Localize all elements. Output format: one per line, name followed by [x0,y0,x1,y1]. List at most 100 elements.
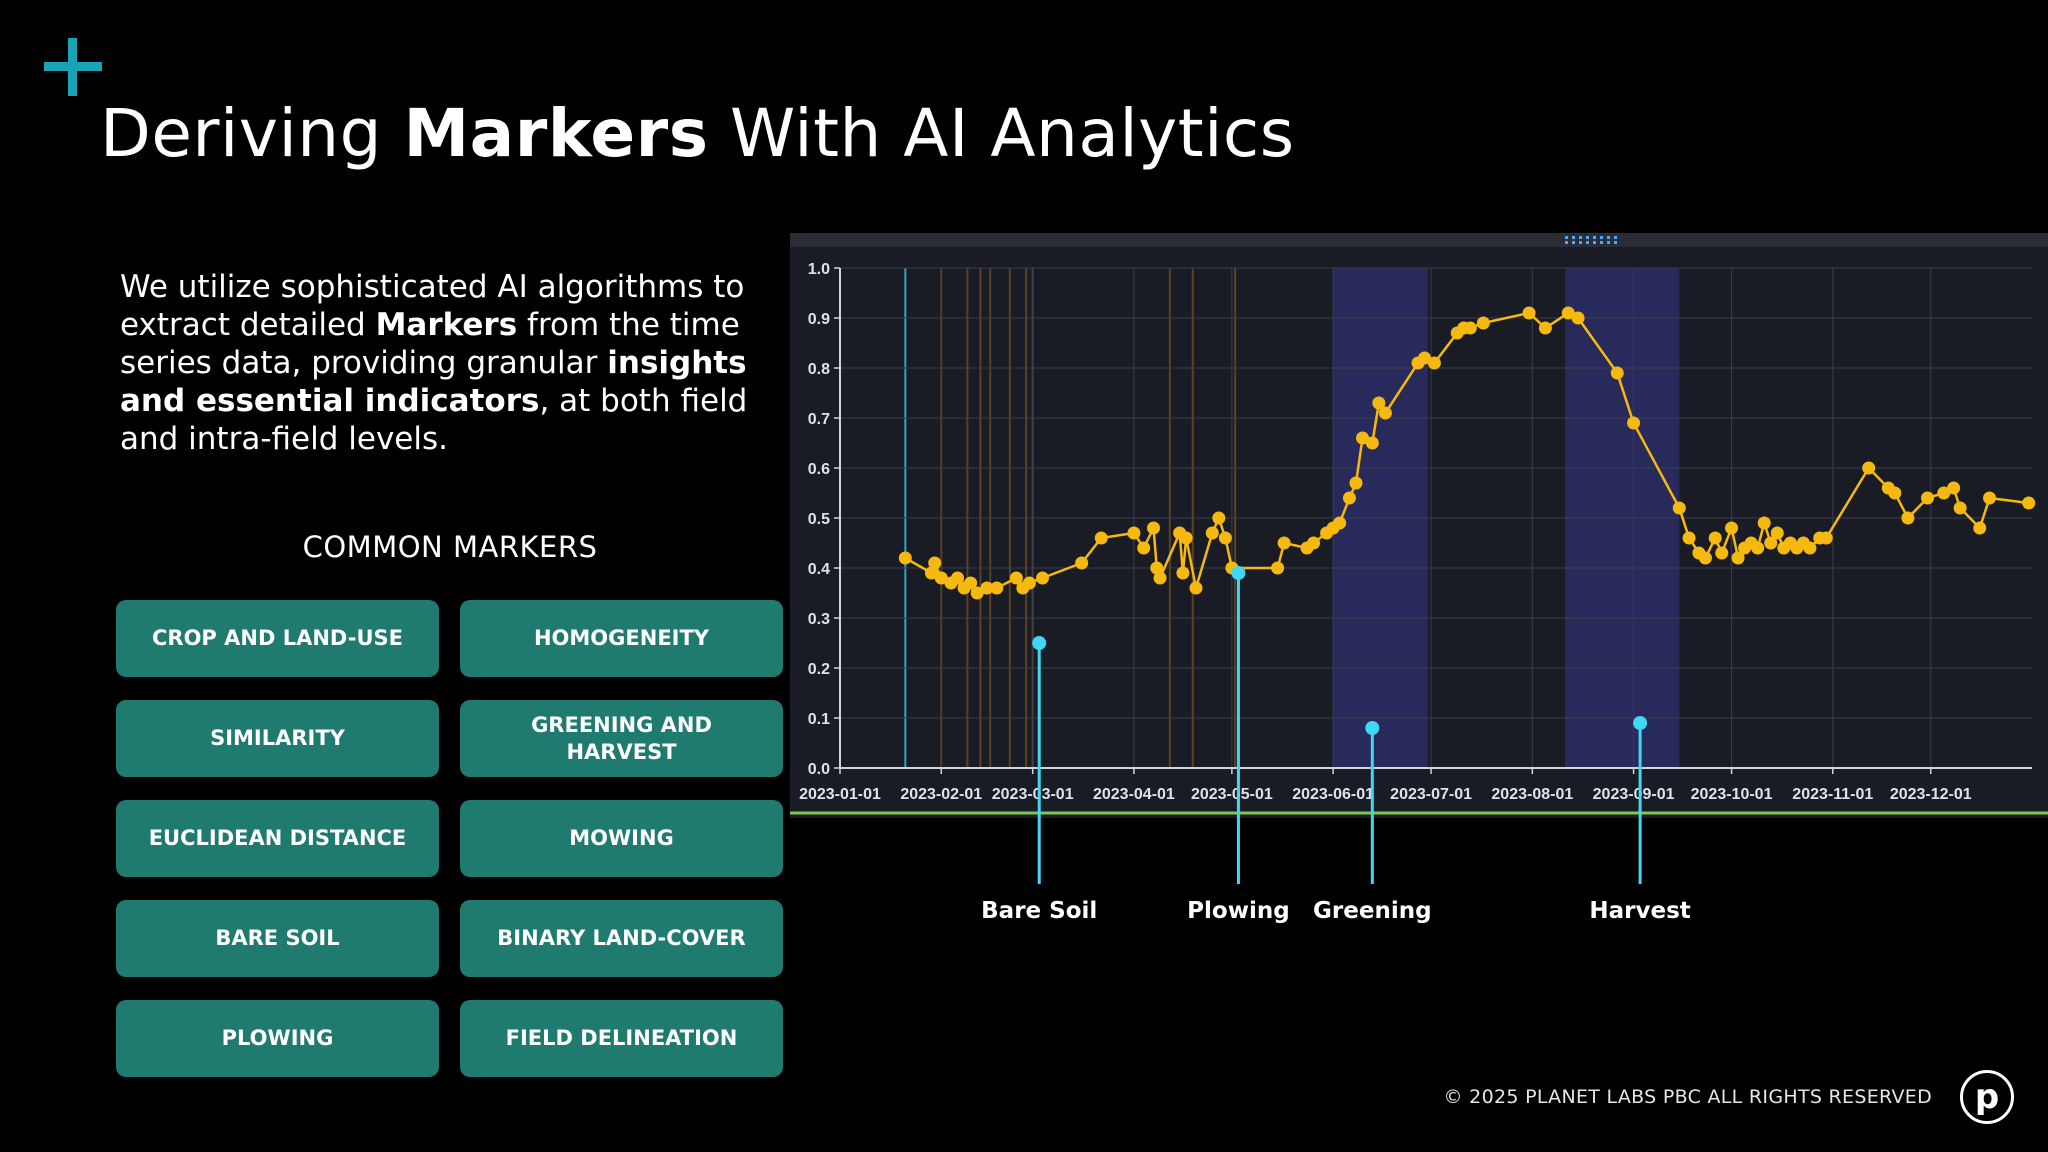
drag-handle-dot [1565,236,1568,239]
data-point [1751,541,1765,555]
annotation-label: Greening [1313,898,1432,924]
data-point [1715,546,1729,560]
data-point [1610,366,1624,380]
data-point [1757,516,1771,530]
x-tick-label: 2023-07-01 [1390,786,1472,803]
marker-button-euclidean-distance[interactable]: EUCLIDEAN DISTANCE [116,800,439,877]
drag-handle-dot [1586,241,1589,244]
x-tick-label: 2023-02-01 [900,786,982,803]
x-tick-label: 2023-04-01 [1093,786,1175,803]
data-point [1698,551,1712,565]
common-markers-heading: COMMON MARKERS [302,530,598,564]
drag-handle-dot [1593,241,1596,244]
marker-button-mowing[interactable]: MOWING [460,800,783,877]
data-point [1862,461,1876,475]
data-point [990,581,1004,595]
marker-button-field-delineation[interactable]: FIELD DELINEATION [460,1000,783,1077]
y-tick-label: 0.2 [808,661,830,678]
data-point [1150,561,1164,575]
data-point [1682,531,1696,545]
intro-fragment: We utilize sophisticated AI algorithms t… [120,269,745,343]
drag-handle-dot [1614,236,1617,239]
marker-button-similarity[interactable]: SIMILARITY [116,700,439,777]
y-tick-label: 0.6 [808,461,830,478]
x-tick-label: 2023-01-01 [799,786,881,803]
x-tick-label: 2023-08-01 [1491,786,1573,803]
title-bold: Markers [403,95,709,172]
data-point [1035,571,1049,585]
data-point [924,566,938,580]
title-part: With AI Analytics [708,95,1295,172]
drag-handle-dot [1565,241,1568,244]
data-point [1764,536,1778,550]
data-point [1022,576,1036,590]
data-point [1075,556,1089,570]
drag-handle-dot [1572,241,1575,244]
data-point [1356,431,1370,445]
data-point [1803,541,1817,555]
drag-handle-dot [1600,236,1603,239]
markers-grid: CROP AND LAND-USE HOMOGENEITY SIMILARITY… [116,600,784,1077]
plus-icon [44,38,102,96]
data-point [1731,551,1745,565]
data-point [1888,486,1902,500]
marker-button-bare-soil[interactable]: BARE SOIL [116,900,439,977]
y-tick-label: 0.9 [808,311,830,328]
x-tick-label: 2023-10-01 [1691,786,1773,803]
marker-button-greening-and-harvest[interactable]: GREENING AND HARVEST [460,700,783,777]
data-point [1307,536,1321,550]
drag-handle-dot [1579,241,1582,244]
data-point [1973,521,1987,535]
y-tick-label: 0.0 [808,761,830,778]
data-point [1725,521,1739,535]
chart-top-bar [790,233,2048,247]
data-point [1627,416,1641,430]
marker-button-crop-and-land-use[interactable]: CROP AND LAND-USE [116,600,439,677]
intro-text: We utilize sophisticated AI algorithms t… [120,268,780,458]
data-point [1920,491,1934,505]
data-point [1176,566,1190,580]
data-point [1153,571,1167,585]
data-point [980,581,994,595]
data-point [1218,531,1232,545]
intro-bold: Markers [375,307,518,343]
data-point [1947,481,1961,495]
annotation-label: Bare Soil [981,898,1097,924]
annotation-pin-head [1231,566,1246,580]
drag-handle-dot [1579,236,1582,239]
marker-button-homogeneity[interactable]: HOMOGENEITY [460,600,783,677]
planet-logo: p [1960,1070,2014,1124]
data-point [1418,351,1432,365]
data-point [1127,526,1141,540]
y-tick-label: 0.3 [808,611,830,628]
data-point [1522,306,1536,320]
x-tick-label: 2023-11-01 [1792,786,1873,803]
annotation-pin-head [1633,716,1648,730]
drag-handle-dot [1614,241,1617,244]
data-point [1147,521,1161,535]
intro-fragment: , at both field and intra-field levels. [120,383,748,457]
data-point [1770,526,1784,540]
data-point [1277,536,1291,550]
data-point [1333,516,1347,530]
x-tick-label: 2023-06-01 [1292,786,1374,803]
x-tick-label: 2023-05-01 [1191,786,1273,803]
drag-handle-dot [1593,236,1596,239]
data-point [1937,486,1951,500]
data-point [928,556,942,570]
data-point [898,551,912,565]
x-tick-label: 2023-09-01 [1593,786,1675,803]
marker-button-plowing[interactable]: PLOWING [116,1000,439,1077]
slide-title: Deriving Markers With AI Analytics [100,95,1295,172]
marker-button-binary-land-cover[interactable]: BINARY LAND-COVER [460,900,783,977]
intro-fragment: from the time series data, providing gra… [120,307,740,381]
intro-bold: insights and essential indicators [120,345,747,419]
data-point [1094,531,1108,545]
y-tick-label: 0.4 [808,561,830,578]
x-tick-label: 2023-03-01 [992,786,1074,803]
y-tick-label: 0.7 [808,411,830,428]
data-point [1476,316,1490,330]
y-tick-label: 0.1 [808,711,830,728]
data-point [951,571,965,585]
y-tick-label: 0.5 [808,511,830,528]
